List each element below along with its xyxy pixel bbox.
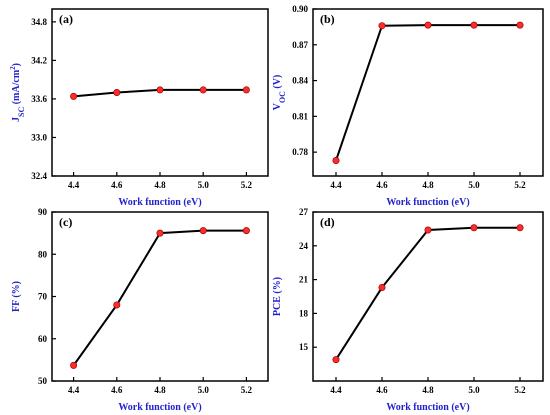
y-tick-label: 18 <box>299 308 309 318</box>
y-tick-label: 90 <box>38 207 48 217</box>
panel-b: 4.4 4.6 4.8 5.0 5.2 0.78 0.81 0.84 0.87 0.90 Work … <box>272 4 544 208</box>
y-axis-title: FF (%) <box>11 281 22 312</box>
y-tick-label: 0.81 <box>292 111 308 121</box>
panel-a: 4.4 4.6 4.8 5.0 5.2 32.4 33.0 33.6 34.2 34.8 Work … <box>9 8 269 208</box>
data-point <box>378 283 386 291</box>
y-tick-label: 0.84 <box>292 76 308 86</box>
plot-frame <box>312 8 544 177</box>
x-tick-label: 4.8 <box>422 180 434 190</box>
data-point <box>156 86 164 94</box>
x-tick-label: 5.0 <box>468 180 480 190</box>
x-tick-label: 4.8 <box>154 385 166 395</box>
y-tick-label: 34.2 <box>31 55 47 65</box>
data-point <box>332 356 340 364</box>
panel-d: 4.4 4.6 4.8 5.0 5.2 15 18 21 24 27 Work function (… <box>272 207 544 413</box>
series-line <box>335 226 520 361</box>
y-tick-label: 33.6 <box>31 94 47 104</box>
y-axis-title: PCE (%) <box>272 277 283 316</box>
data-point <box>199 86 207 94</box>
y-tick-label: 33.0 <box>31 132 47 142</box>
x-tick-label: 5.0 <box>198 385 210 395</box>
y-tick-label: 0.87 <box>292 40 308 50</box>
y-tick-label: 0.90 <box>292 4 308 14</box>
panel-label: (c) <box>59 215 72 229</box>
data-point <box>242 86 250 94</box>
data-point <box>470 224 478 232</box>
data-point <box>516 224 524 232</box>
x-tick-label: 4.8 <box>422 385 434 395</box>
data-point <box>156 229 164 237</box>
data-point <box>199 227 207 235</box>
panel-c: 4.4 4.6 4.8 5.0 5.2 50 60 70 80 90 Work function (… <box>11 207 269 413</box>
x-tick-label: 4.8 <box>154 180 166 190</box>
series-line <box>335 24 520 161</box>
x-axis-title: Work function (eV) <box>118 402 201 413</box>
panel-label: (b) <box>320 12 335 26</box>
x-tick-label: 4.6 <box>376 180 388 190</box>
x-tick-label: 4.4 <box>68 385 80 395</box>
data-point <box>70 361 78 369</box>
y-tick-label: 60 <box>38 334 48 344</box>
data-point <box>332 156 340 164</box>
data-point <box>516 21 524 29</box>
plot-frame <box>312 211 544 382</box>
y-tick-label: 15 <box>299 342 309 352</box>
data-point <box>424 21 432 29</box>
x-tick-label: 4.6 <box>111 385 123 395</box>
data-point <box>470 21 478 29</box>
data-point <box>242 227 250 235</box>
data-point <box>378 22 386 30</box>
x-tick-label: 5.0 <box>198 180 210 190</box>
x-tick-label: 4.6 <box>376 385 388 395</box>
x-axis-title: Work function (eV) <box>386 197 469 208</box>
panel-label: (d) <box>320 215 335 229</box>
x-tick-label: 4.4 <box>68 180 80 190</box>
y-tick-label: 21 <box>299 275 309 285</box>
x-tick-label: 5.2 <box>241 385 253 395</box>
data-point <box>113 301 121 309</box>
y-axis-title: JSC (mA/cm2) <box>9 63 26 122</box>
y-tick-label: 70 <box>38 292 48 302</box>
x-tick-label: 5.2 <box>241 180 253 190</box>
y-axis-title: VOC (V) <box>272 75 287 111</box>
x-tick-label: 4.6 <box>111 180 123 190</box>
y-tick-label: 50 <box>38 376 48 386</box>
y-tick-label: 24 <box>299 241 309 251</box>
y-tick-label: 80 <box>38 249 48 259</box>
x-tick-label: 5.2 <box>514 385 526 395</box>
x-axis-title: Work function (eV) <box>386 402 469 413</box>
x-axis-title: Work function (eV) <box>118 197 201 208</box>
x-tick-label: 5.2 <box>514 180 526 190</box>
y-tick-label: 34.8 <box>31 17 47 27</box>
y-tick-label: 27 <box>299 207 309 217</box>
x-tick-label: 4.4 <box>330 385 342 395</box>
x-tick-label: 4.4 <box>330 180 342 190</box>
plot-frame <box>51 211 269 382</box>
panel-label: (a) <box>59 12 73 26</box>
data-point <box>113 89 121 97</box>
data-point <box>424 226 432 234</box>
series-line <box>72 229 247 366</box>
y-tick-label: 0.78 <box>292 147 308 157</box>
y-tick-label: 32.4 <box>31 171 47 181</box>
x-tick-label: 5.0 <box>468 385 480 395</box>
data-point <box>70 92 78 100</box>
